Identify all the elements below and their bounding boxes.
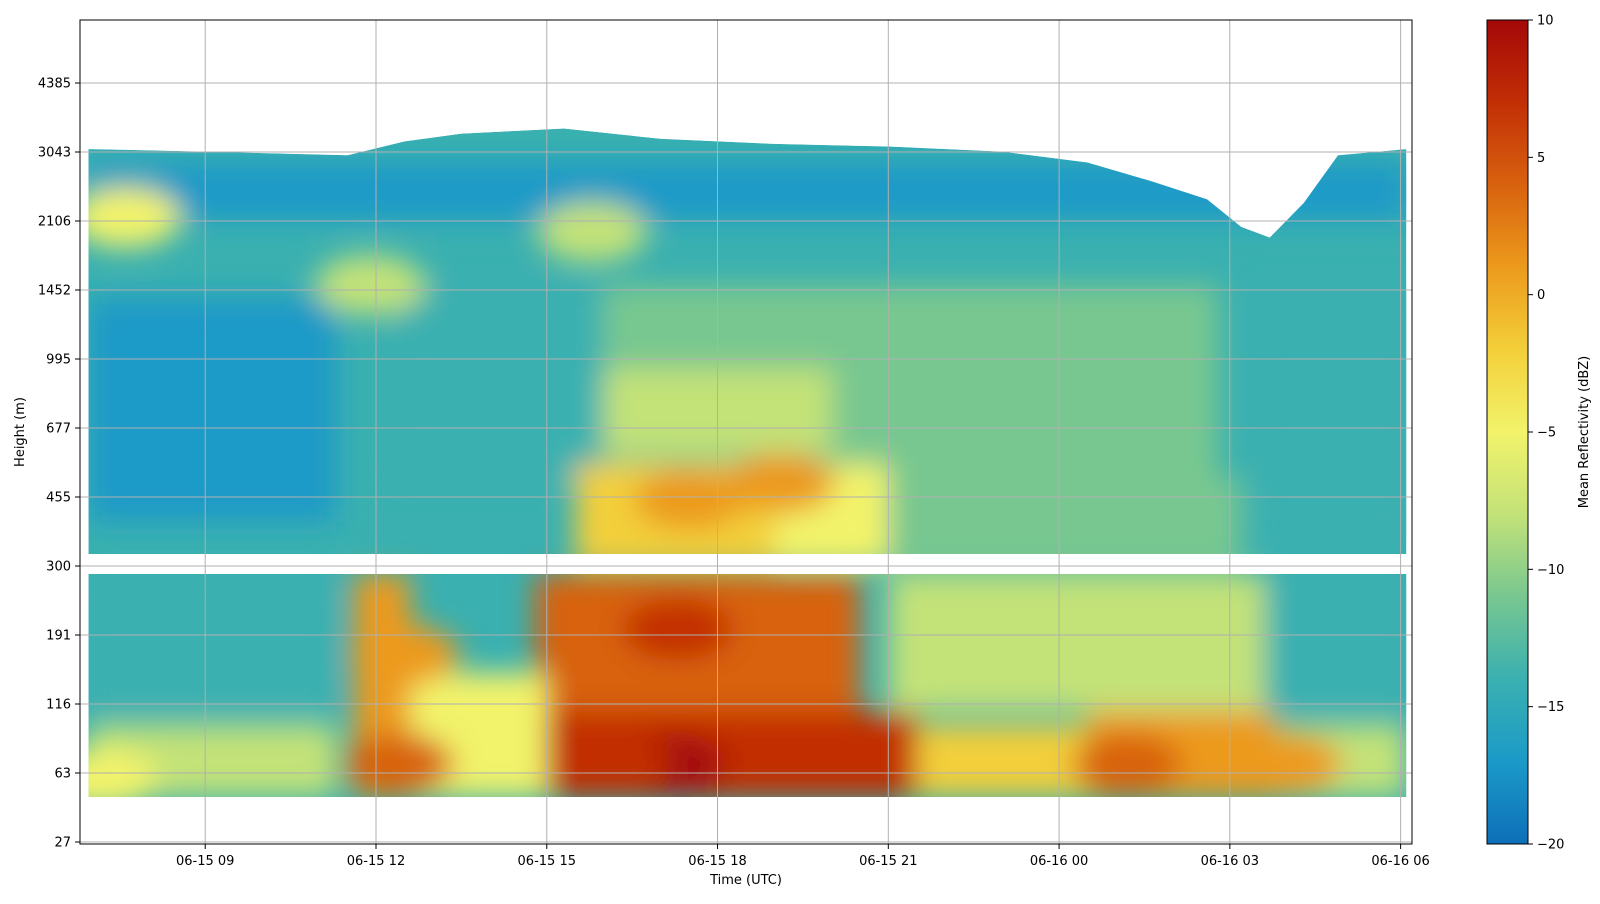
y-tick-label: 63 — [54, 767, 71, 782]
colorbar-label: Mean Reflectivity (dBZ) — [1577, 356, 1592, 509]
y-tick-label: 4385 — [38, 77, 71, 92]
reflectivity-feature-12 — [315, 254, 426, 315]
x-tick-label: 06-16 03 — [1201, 854, 1259, 869]
colorbar-tick-label: −5 — [1537, 426, 1556, 441]
colorbar-ticks: 10 5 0 −5 −10 −15 −20 — [1528, 14, 1564, 853]
y-tick-label: 27 — [54, 836, 71, 851]
x-tick-label: 06-15 21 — [859, 854, 917, 869]
reflectivity-feature-5 — [1072, 733, 1183, 794]
reflectivity-feature-9 — [88, 748, 158, 797]
x-axis-ticks: 06-15 09 06-15 12 06-15 15 06-15 18 06-15 21… — [176, 844, 1430, 869]
reflectivity-feature-8 — [725, 453, 836, 513]
reflectivity-feature-10 — [88, 187, 181, 248]
heatmap-area — [88, 128, 1407, 797]
reflectivity-feature-4 — [349, 624, 460, 685]
y-tick-label: 995 — [46, 353, 71, 368]
y-tick-label: 1452 — [38, 284, 71, 299]
y-tick-label: 677 — [46, 422, 71, 437]
x-tick-label: 06-15 09 — [176, 854, 234, 869]
x-tick-label: 06-16 00 — [1030, 854, 1088, 869]
y-axis-label: Height (m) — [13, 397, 28, 467]
x-tick-label: 06-16 06 — [1371, 854, 1429, 869]
x-tick-label: 06-15 15 — [518, 854, 576, 869]
grid-lines — [80, 20, 1412, 844]
x-axis-label: Time (UTC) — [709, 873, 782, 888]
y-tick-label: 116 — [46, 698, 71, 713]
y-tick-label: 455 — [46, 491, 71, 506]
reflectivity-feature-11 — [537, 202, 648, 263]
colorbar-tick-label: −15 — [1537, 700, 1564, 715]
plot-frame — [79, 19, 1413, 845]
x-tick-label: 06-15 18 — [688, 854, 746, 869]
y-tick-label: 300 — [46, 560, 71, 575]
colorbar-tick-label: 5 — [1537, 151, 1545, 166]
reflectivity-feature-1 — [560, 733, 671, 794]
y-axis-ticks: 27 63 116 191 300 455 677 995 1452 2106 3043 4385 — [38, 77, 80, 851]
y-tick-label: 2106 — [38, 215, 71, 230]
reflectivity-feature-7 — [634, 469, 745, 530]
y-tick-label: 191 — [46, 629, 71, 644]
colorbar-tick-label: −10 — [1537, 563, 1564, 578]
reflectivity-feature-2 — [622, 599, 733, 660]
x-tick-label: 06-15 12 — [347, 854, 405, 869]
colorbar-tick-label: 0 — [1537, 288, 1545, 303]
colorbar-tick-label: −20 — [1537, 838, 1564, 853]
reflectivity-feature-3 — [343, 733, 454, 794]
colorbar-tick-label: 10 — [1537, 14, 1554, 29]
reflectivity-feature-6 — [1231, 733, 1342, 794]
colorbar — [1486, 19, 1529, 845]
y-tick-label: 3043 — [38, 146, 71, 161]
